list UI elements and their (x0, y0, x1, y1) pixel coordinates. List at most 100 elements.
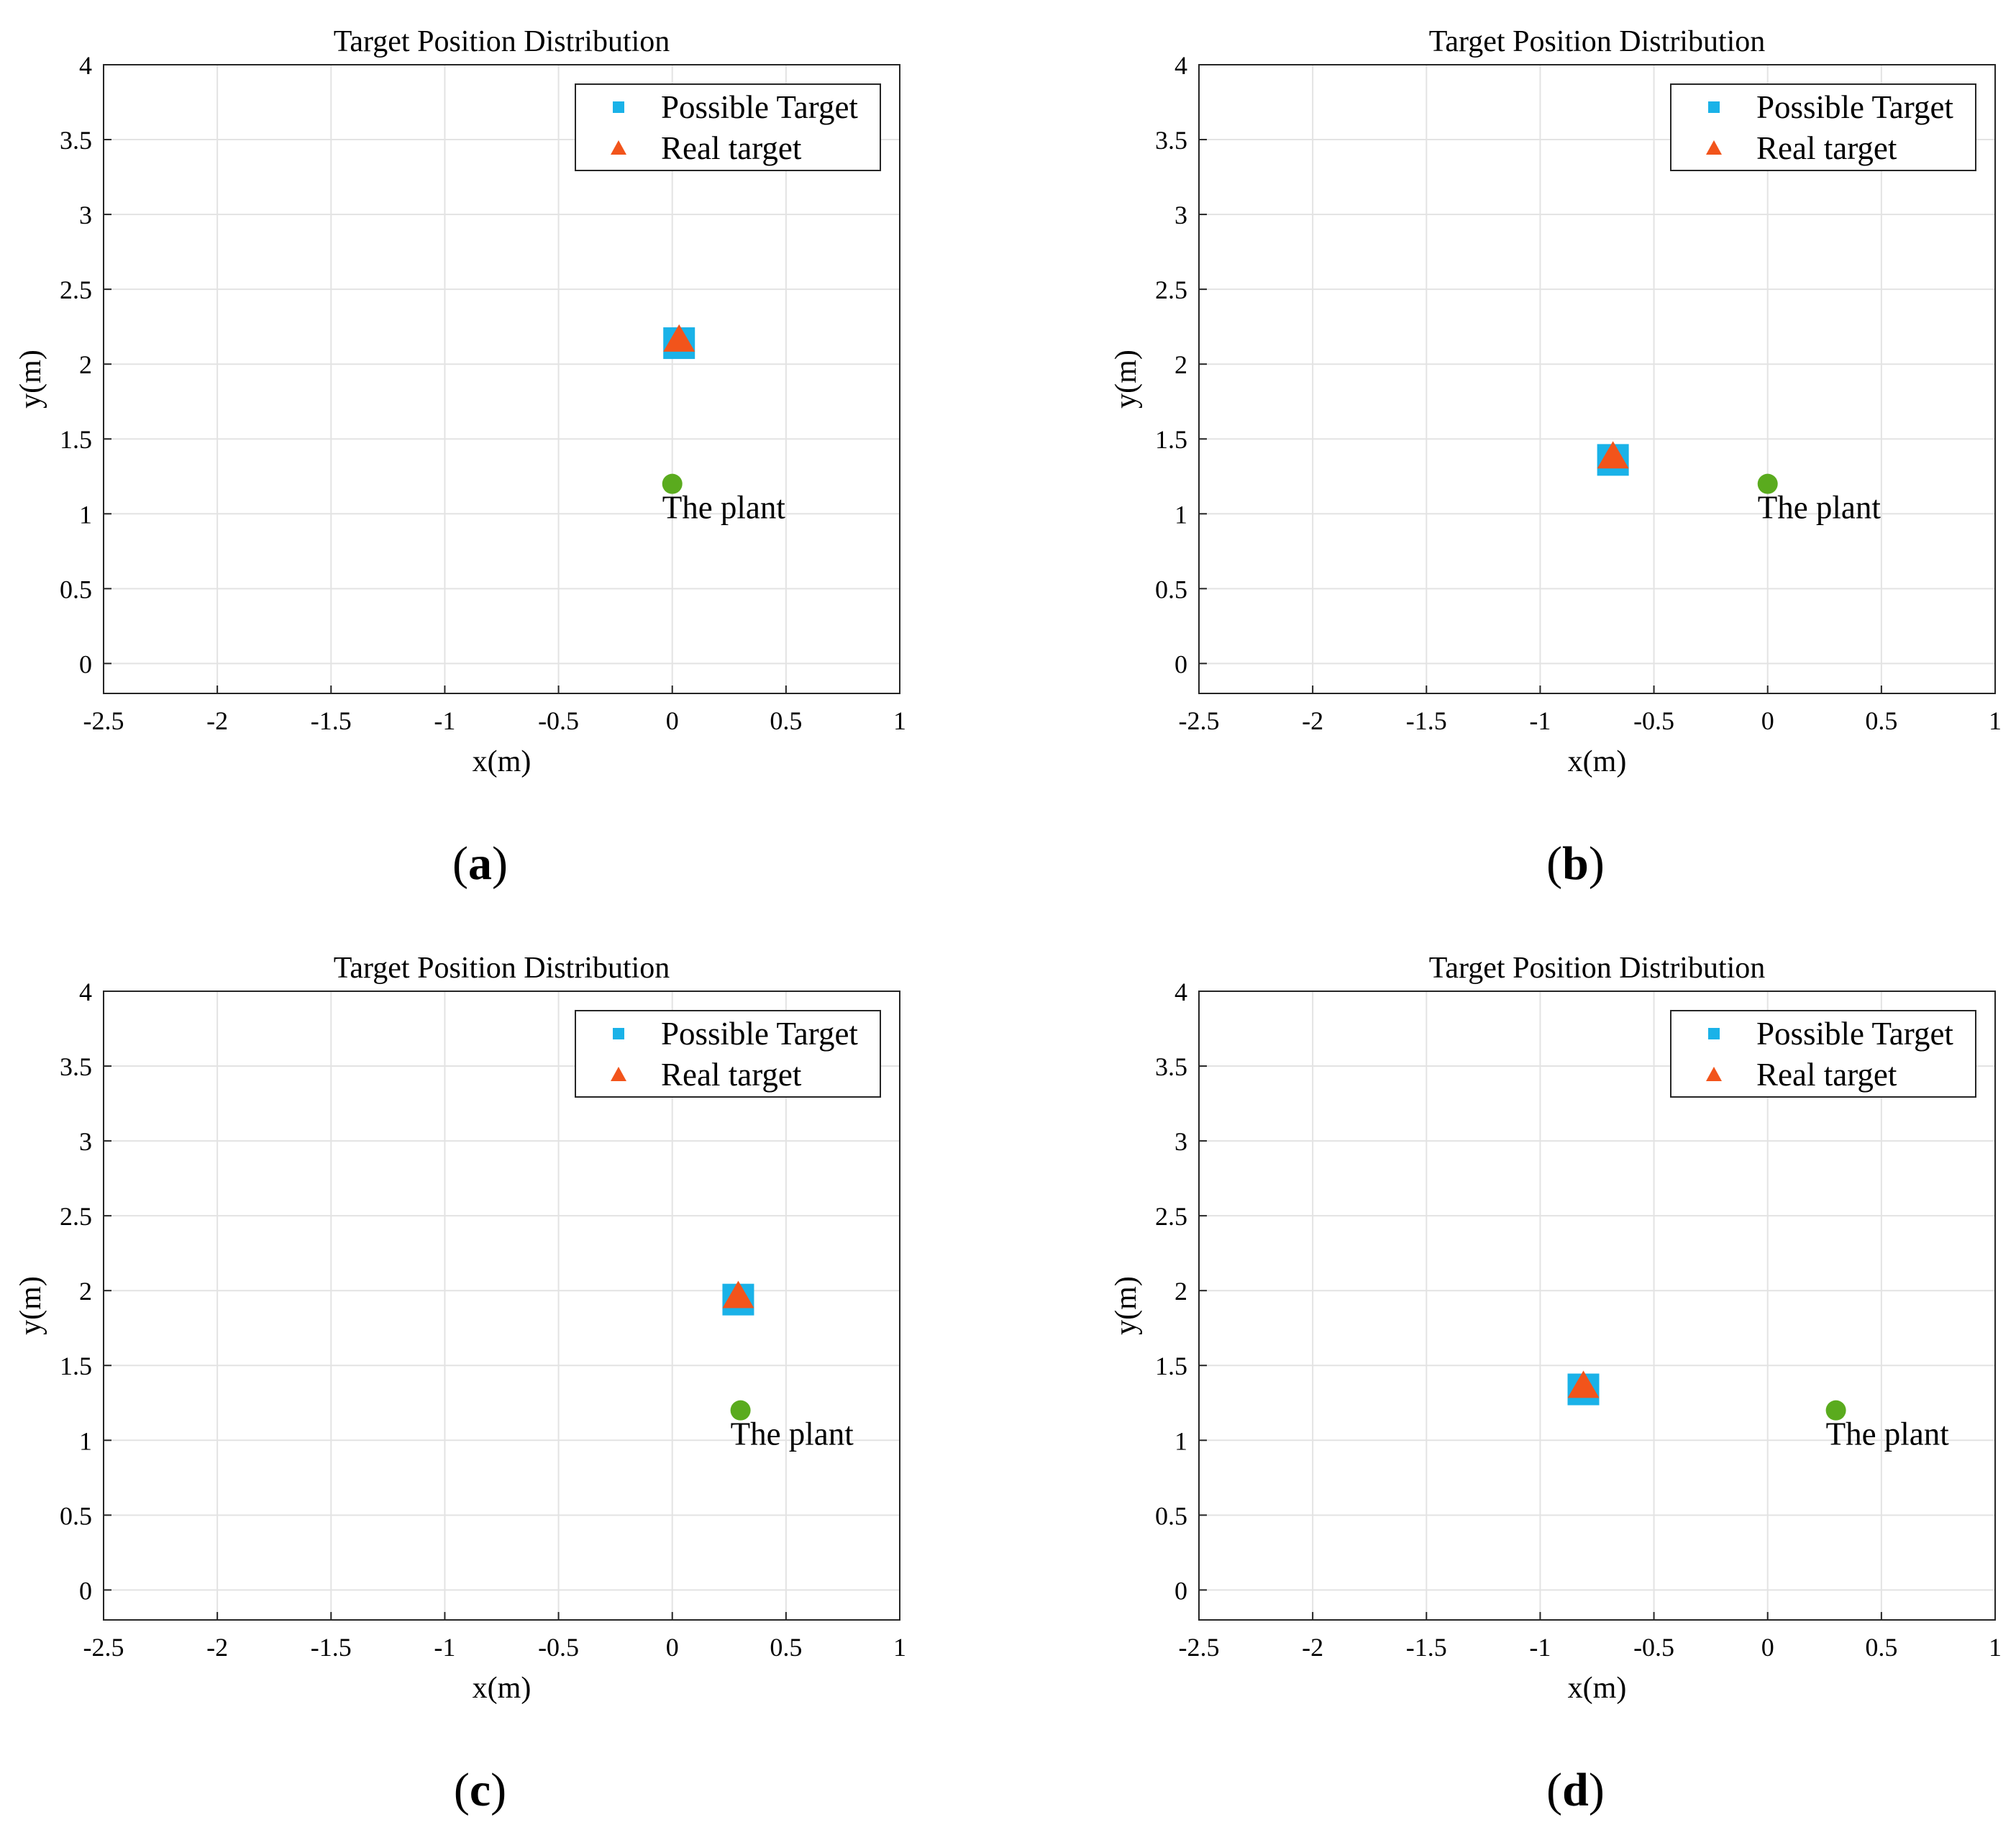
panel-a-x-tick-label: -1 (434, 706, 455, 735)
panel-d-x-tick-label: -1 (1529, 1633, 1551, 1662)
panel-b-plant-marker (1757, 473, 1778, 494)
panel-c-y-tick-label: 0.5 (60, 1501, 92, 1530)
panel-a-y-tick-label: 0.5 (60, 575, 92, 604)
panel-b-legend-label: Real target (1756, 130, 1897, 166)
panel-d-plant-label: The plant (1826, 1416, 1950, 1452)
panel-a-y-tick-label: 1 (79, 500, 92, 529)
panel-b-legend: Possible Target Real target (1670, 83, 1976, 171)
panel-c-x-tick-label: 0 (666, 1633, 679, 1662)
panel-c-plant-label: The plant (731, 1416, 854, 1452)
panel-c-real-target-marker (722, 1280, 754, 1308)
panel-d-y-tick-label: 2 (1175, 1277, 1187, 1306)
panel-b-y-tick-label: 1 (1175, 500, 1187, 529)
panel-c-x-tick-label: -1.5 (311, 1633, 352, 1662)
panel-c-y-tick-label: 3 (79, 1127, 92, 1156)
panel-a-legend-label: Possible Target (661, 89, 858, 125)
panel-c-y-tick-label: 0 (79, 1576, 92, 1605)
panel-c-legend-box (575, 1010, 881, 1098)
panel-b-x-tick-label: 0 (1761, 706, 1774, 735)
panel-a: -2.5 -2 -1.5 -1 -0.5 0 0.5 1 0 0.5 1 1.5 2 2.5 3 3.5 4 Ta… (14, 25, 906, 890)
panel-a-legend: Possible Target Real target (575, 83, 881, 171)
panel-c-x-tick-label: 0.5 (770, 1633, 802, 1662)
panel-c-legend: Possible Target Real target (575, 1010, 881, 1098)
panel-d-y-tick-label: 4 (1175, 978, 1187, 1006)
panel-a-x-tick-label: -2 (206, 706, 228, 735)
panel-c-legend-square-icon (613, 1028, 624, 1039)
panel-c-title: Target Position Distribution (334, 952, 670, 985)
panel-b-legend-label: Possible Target (1756, 89, 1953, 125)
panel-a-y-tick-label: 3 (79, 201, 92, 229)
panel-a-y-tick-label: 3.5 (60, 126, 92, 155)
panel-c-x-tick-label: -2 (206, 1633, 228, 1662)
panel-d-x-tick-label: -0.5 (1633, 1633, 1674, 1662)
panel-c-axes-box (103, 991, 900, 1621)
panel-b-x-tick-label: -0.5 (1633, 706, 1674, 735)
panel-c-y-tick-label: 2.5 (60, 1202, 92, 1231)
panel-c-y-tick-label: 1 (79, 1426, 92, 1455)
panel-b-axes-box (1198, 64, 1996, 694)
panel-a-y-tick-label: 2.5 (60, 276, 92, 304)
panel-b-x-tick-label: 0.5 (1865, 706, 1897, 735)
panel-b-legend-square-icon (1708, 101, 1720, 113)
panel-a-y-tick-label: 0 (79, 650, 92, 678)
panel-d-axes-box (1198, 991, 1996, 1621)
panel-c-y-tick-label: 1.5 (60, 1352, 92, 1380)
panel-a-x-tick-label: -2.5 (83, 706, 124, 735)
panel-d-y-tick-label: 1.5 (1155, 1352, 1187, 1380)
panel-c-x-tick-label: -0.5 (538, 1633, 579, 1662)
panel-a-x-axis-label: x(m) (473, 745, 532, 778)
panel-d-x-tick-label: -1.5 (1406, 1633, 1447, 1662)
panel-b-y-tick-label: 0.5 (1155, 575, 1187, 604)
panel-a-axes-box (103, 64, 900, 694)
panel-d-y-tick-label: 0 (1175, 1576, 1187, 1605)
panel-a-x-tick-label: -0.5 (538, 706, 579, 735)
panel-c-legend-triangle-icon (611, 1067, 626, 1081)
panel-b-x-tick-label: -1 (1529, 706, 1551, 735)
panel-b: -2.5 -2 -1.5 -1 -0.5 0 0.5 1 0 0.5 1 1.5 2 2.5 3 3.5 4 Ta… (1110, 25, 2002, 890)
panel-a-title: Target Position Distribution (334, 25, 670, 58)
panel-b-x-axis-label: x(m) (1568, 745, 1627, 778)
panel-b-y-tick-label: 4 (1175, 51, 1187, 80)
panel-d-legend-triangle-icon (1706, 1067, 1722, 1081)
panel-d-real-target-marker (1567, 1370, 1600, 1398)
panel-b-x-tick-label: 1 (1989, 706, 2002, 735)
panel-a-y-tick-label: 2 (79, 350, 92, 379)
panel-c: -2.5 -2 -1.5 -1 -0.5 0 0.5 1 0 0.5 1 1.5 2 2.5 3 3.5 4 Ta… (14, 952, 906, 1816)
panel-b-x-tick-label: -1.5 (1406, 706, 1447, 735)
panel-b-y-tick-label: 3 (1175, 201, 1187, 229)
panel-a-legend-box (575, 83, 881, 171)
panel-b-title: Target Position Distribution (1429, 25, 1766, 58)
panel-c-legend-label: Real target (661, 1057, 802, 1093)
panel-d-legend-box (1670, 1010, 1976, 1098)
panel-d-y-tick-label: 0.5 (1155, 1501, 1187, 1530)
panel-a-real-target-marker (663, 324, 695, 352)
panel-a-y-tick-label: 1.5 (60, 425, 92, 454)
panel-c-caption: (c) (454, 1764, 506, 1816)
panel-b-legend-triangle-icon (1706, 140, 1722, 155)
panel-b-x-tick-label: -2 (1302, 706, 1323, 735)
panel-b-plant-label: The plant (1758, 490, 1882, 526)
panel-b-legend-box (1670, 83, 1976, 171)
panel-d-y-tick-label: 3 (1175, 1127, 1187, 1156)
panel-c-y-tick-label: 2 (79, 1277, 92, 1306)
panel-a-legend-square-icon (613, 101, 624, 113)
panel-d-plant-marker (1825, 1400, 1846, 1421)
panel-b-caption: (b) (1546, 837, 1605, 890)
panel-c-legend-label: Possible Target (661, 1016, 858, 1052)
panel-d: -2.5 -2 -1.5 -1 -0.5 0 0.5 1 0 0.5 1 1.5 2 2.5 3 3.5 4 Ta… (1110, 952, 2002, 1816)
panel-a-plant-label: The plant (662, 490, 786, 526)
panel-b-y-tick-label: 2.5 (1155, 276, 1187, 304)
panel-b-x-tick-label: -2.5 (1179, 706, 1220, 735)
panel-d-legend-label: Possible Target (1756, 1016, 1953, 1052)
panel-c-y-tick-label: 3.5 (60, 1052, 92, 1081)
panel-a-plant-marker (662, 473, 683, 494)
panel-d-y-tick-label: 2.5 (1155, 1202, 1187, 1231)
panel-c-x-tick-label: -2.5 (83, 1633, 124, 1662)
panel-d-x-tick-label: 1 (1989, 1633, 2002, 1662)
panel-c-y-tick-label: 4 (79, 978, 92, 1006)
panel-c-plant-marker (730, 1400, 751, 1421)
panel-d-legend: Possible Target Real target (1670, 1010, 1976, 1098)
panel-d-x-tick-label: -2 (1302, 1633, 1323, 1662)
panel-d-legend-square-icon (1708, 1028, 1720, 1039)
